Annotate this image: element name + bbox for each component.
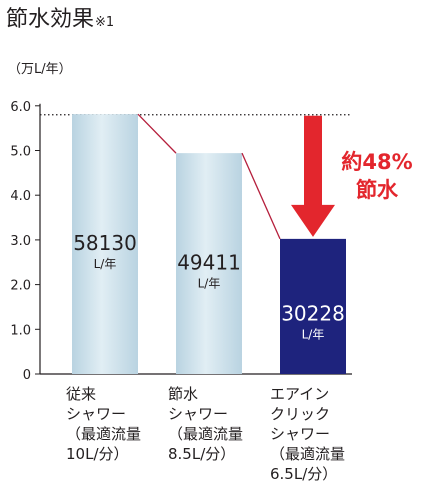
y-tick-label: 6.0 (10, 100, 31, 115)
y-tick-label: 4.0 (10, 189, 31, 204)
y-axis-unit-label: （万L/年） (8, 62, 72, 77)
bar-unit-label: L/年 (198, 277, 221, 291)
category-label-air-in-click: エアイン クリック シャワー （最適流量 6.5L/分） (270, 385, 346, 483)
connector-line-2 (241, 152, 281, 240)
chart-title: 節水効果※1 (6, 6, 114, 34)
savings-callout: 約48% 節水 (332, 148, 422, 204)
footnote-mark: ※1 (95, 15, 115, 30)
bar-unit-label: L/年 (94, 257, 117, 271)
y-tick-label: 5.0 (10, 145, 31, 160)
savings-percent: 約48% (341, 150, 413, 174)
y-tick-label: 1.0 (10, 323, 31, 338)
bar-value-label: 30228 (281, 301, 345, 325)
category-label-conventional: 従来 シャワー （最適流量 10L/分） (66, 385, 142, 463)
bar-1 (72, 114, 138, 374)
bar-3 (280, 238, 346, 374)
bar-value-label: 58130 (73, 231, 137, 255)
connector-line-1 (137, 113, 177, 154)
bar-unit-label: L/年 (302, 327, 325, 341)
y-tick-label: 2.0 (10, 279, 31, 294)
bar-value-label: 49411 (177, 251, 241, 275)
category-label-water-saving: 節水 シャワー （最適流量 8.5L/分） (168, 385, 244, 463)
savings-text: 節水 (356, 178, 398, 202)
bar-2 (176, 153, 242, 374)
y-tick-label: 0 (23, 368, 31, 383)
y-tick-label: 3.0 (10, 234, 31, 249)
savings-arrow (291, 115, 335, 237)
chart-title-text: 節水効果 (6, 7, 95, 32)
